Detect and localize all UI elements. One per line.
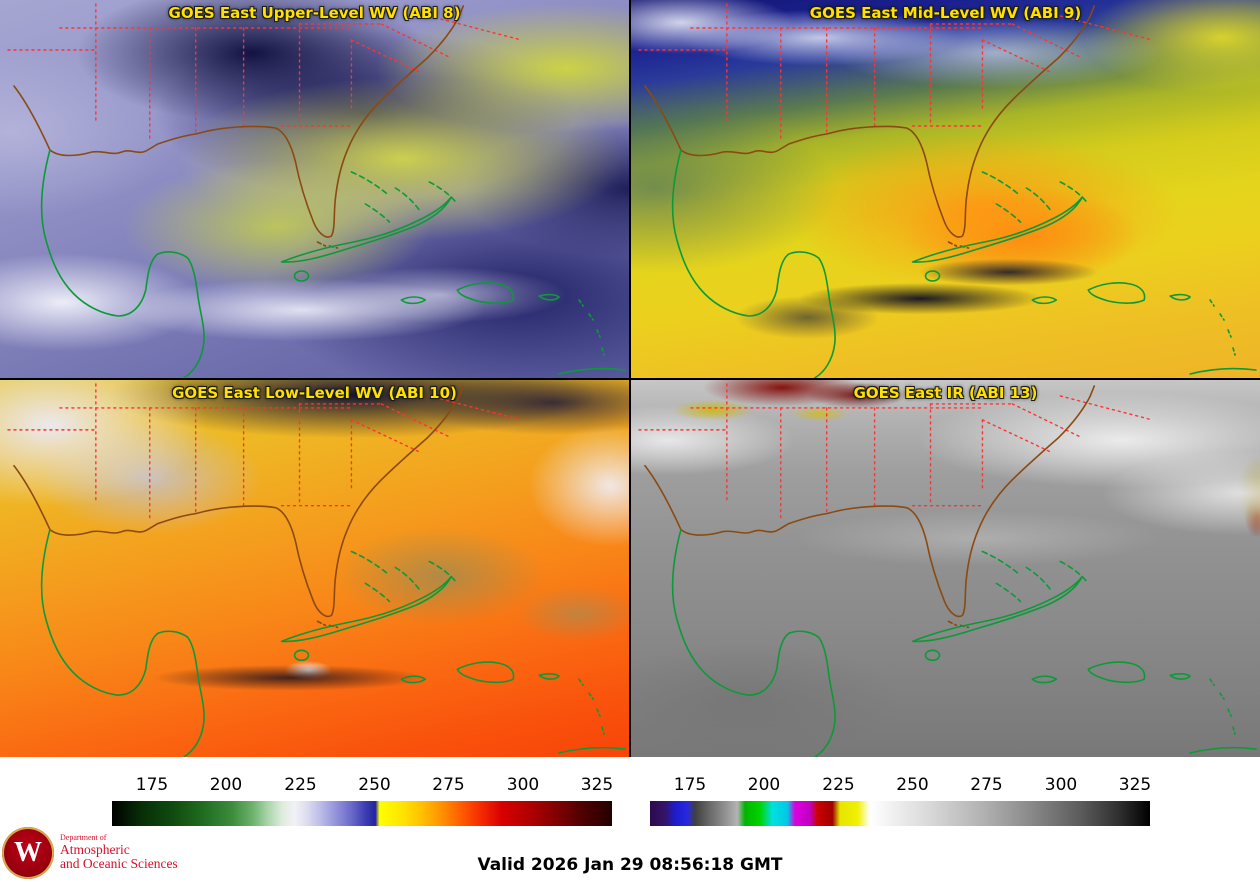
tick-label: 300 — [506, 775, 540, 795]
ir-colorbar-ticks: 175 200 225 250 275 300 325 — [650, 775, 1152, 801]
panel-title-upper-wv: GOES East Upper-Level WV (ABI 8) — [168, 4, 461, 22]
logo-dept-line: Department of — [60, 833, 107, 843]
valid-time: Valid 2026 Jan 29 08:56:18 GMT — [477, 855, 783, 875]
uw-aos-logo: W Department of Atmospheric and Oceanic … — [2, 825, 178, 881]
panel-low-level-wv: GOES East Low-Level WV (ABI 10) — [0, 380, 629, 757]
tick-label: 250 — [358, 775, 391, 795]
map-overlay — [7, 3, 626, 378]
map-overlay — [638, 383, 1257, 757]
panel-grid: GOES East Upper-Level WV (ABI 8) GOES Ea… — [0, 0, 1260, 757]
colorbars-row: 175 200 225 250 275 300 325 175 200 225 … — [112, 775, 1152, 826]
wv-colorbar-group: 175 200 225 250 275 300 325 — [112, 775, 614, 826]
wv-colorbar-ticks: 175 200 225 250 275 300 325 — [112, 775, 614, 801]
tick-label: 325 — [580, 775, 614, 795]
logo-line2: and Oceanic Sciences — [60, 856, 178, 872]
panel-mid-level-wv: GOES East Mid-Level WV (ABI 9) — [631, 0, 1260, 378]
panel-title-low-wv: GOES East Low-Level WV (ABI 10) — [172, 384, 457, 402]
panel-ir: GOES East IR (ABI 13) — [631, 380, 1260, 757]
crest-letter: W — [14, 837, 42, 868]
uw-crest-icon: W — [2, 827, 54, 879]
logo-text: Department of Atmospheric and Oceanic Sc… — [60, 833, 178, 872]
panel-title-mid-wv: GOES East Mid-Level WV (ABI 9) — [809, 4, 1082, 22]
map-overlay — [7, 383, 626, 757]
map-overlay — [638, 3, 1257, 378]
footer: 175 200 225 250 275 300 325 175 200 225 … — [0, 757, 1260, 882]
tick-label: 175 — [673, 775, 707, 795]
tick-label: 225 — [822, 775, 855, 795]
tick-label: 175 — [135, 775, 169, 795]
logo-line1: Atmospheric — [60, 841, 130, 857]
ir-colorbar-gradient — [650, 801, 1150, 826]
tick-label: 200 — [209, 775, 243, 795]
wv-colorbar-gradient — [112, 801, 612, 826]
tick-label: 275 — [432, 775, 465, 795]
ir-colorbar-group: 175 200 225 250 275 300 325 — [650, 775, 1152, 826]
tick-label: 250 — [896, 775, 929, 795]
tick-label: 225 — [284, 775, 317, 795]
tick-label: 325 — [1118, 775, 1152, 795]
tick-label: 300 — [1044, 775, 1078, 795]
panel-title-ir: GOES East IR (ABI 13) — [853, 384, 1038, 402]
tick-label: 275 — [970, 775, 1003, 795]
panel-upper-level-wv: GOES East Upper-Level WV (ABI 8) — [0, 0, 629, 378]
tick-label: 200 — [747, 775, 781, 795]
